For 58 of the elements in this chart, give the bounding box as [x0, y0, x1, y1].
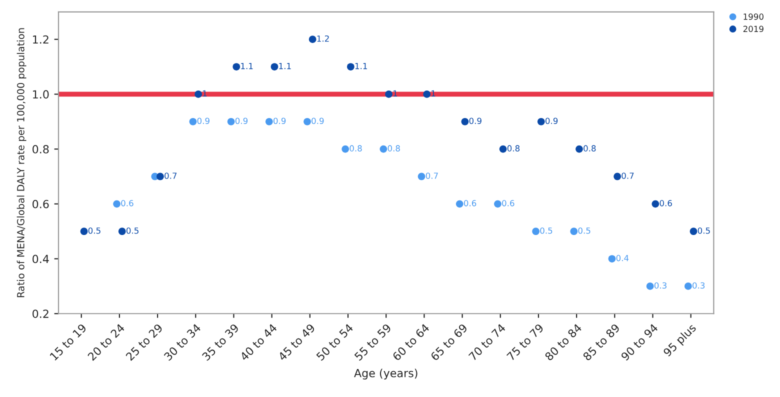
x-tick-label: 30 to 34	[163, 323, 202, 362]
data-label: 1.1	[279, 62, 291, 70]
data-label: 0.5	[698, 227, 710, 234]
x-tick-label: 80 to 84	[544, 323, 582, 362]
data-label: 0.8	[350, 145, 362, 152]
legend-label: 1990	[744, 14, 764, 20]
y-axis-title: Ratio of MENA/Global DALY rate per 100,000 population	[16, 28, 26, 298]
x-tick-label: 35 to 39	[202, 323, 240, 362]
x-axis-title: Age (years)	[354, 368, 418, 380]
y-tick-label: 0.6	[32, 200, 49, 208]
y-tick-label: 1.0	[33, 90, 49, 99]
data-label: 0.6	[121, 200, 134, 206]
data-label: 0.3	[654, 282, 666, 289]
data-label: 0.3	[692, 282, 705, 289]
data-label: 0.4	[616, 254, 629, 262]
data-label: 1.1	[355, 62, 367, 70]
data-label: 0.6	[502, 200, 514, 206]
data-label: 0.8	[388, 145, 400, 152]
y-tick-label: 0.2	[32, 310, 48, 318]
x-tick-label: 65 to 69	[430, 323, 468, 362]
data-label: 0.9	[235, 118, 248, 124]
x-tick-label: 15 to 19	[49, 323, 87, 361]
data-label: 1	[203, 90, 207, 96]
x-tick-label: 25 to 29	[125, 323, 164, 362]
data-label: 1.1	[241, 62, 253, 70]
data-label: 0.5	[540, 227, 552, 234]
x-tick-label: 60 to 64	[392, 323, 430, 362]
x-tick-label: 20 to 24	[87, 323, 126, 362]
data-label: 0.6	[660, 200, 672, 206]
data-label: 0.9	[274, 118, 286, 124]
data-label: 0.9	[197, 118, 210, 124]
data-label: 0.7	[622, 172, 634, 179]
y-tick-label: 0.4	[32, 254, 49, 264]
data-label: 1	[393, 90, 398, 96]
data-label: 1.2	[317, 35, 329, 42]
x-tick-label: 50 to 54	[316, 323, 354, 362]
data-label: 1	[432, 90, 436, 96]
x-tick-label: 45 to 49	[278, 323, 316, 362]
data-label: 0.5	[126, 227, 138, 234]
x-tick-label: 90 to 94	[620, 323, 658, 362]
data-label: 0.9	[545, 118, 558, 124]
x-tick-label: 70 to 74	[468, 323, 506, 361]
data-label: 0.5	[578, 227, 590, 234]
x-tick-label: 55 to 59	[354, 323, 392, 362]
data-label: 0.5	[88, 227, 100, 234]
x-tick-label: 40 to 44	[239, 323, 278, 362]
x-tick-label: 85 to 89	[582, 323, 620, 362]
y-tick-label: 0.8	[32, 145, 49, 154]
data-label: 0.7	[164, 172, 177, 179]
data-label: 0.9	[469, 118, 482, 124]
data-label: 0.6	[464, 200, 476, 206]
data-label: 0.7	[426, 172, 438, 179]
data-label: 0.8	[507, 145, 520, 152]
data-label: 0.8	[584, 145, 596, 152]
legend-label: 2019	[743, 26, 764, 32]
data-label: 0.9	[312, 118, 324, 124]
y-tick-label: 1.2	[33, 35, 48, 44]
x-tick-label: 75 to 79	[506, 323, 544, 361]
